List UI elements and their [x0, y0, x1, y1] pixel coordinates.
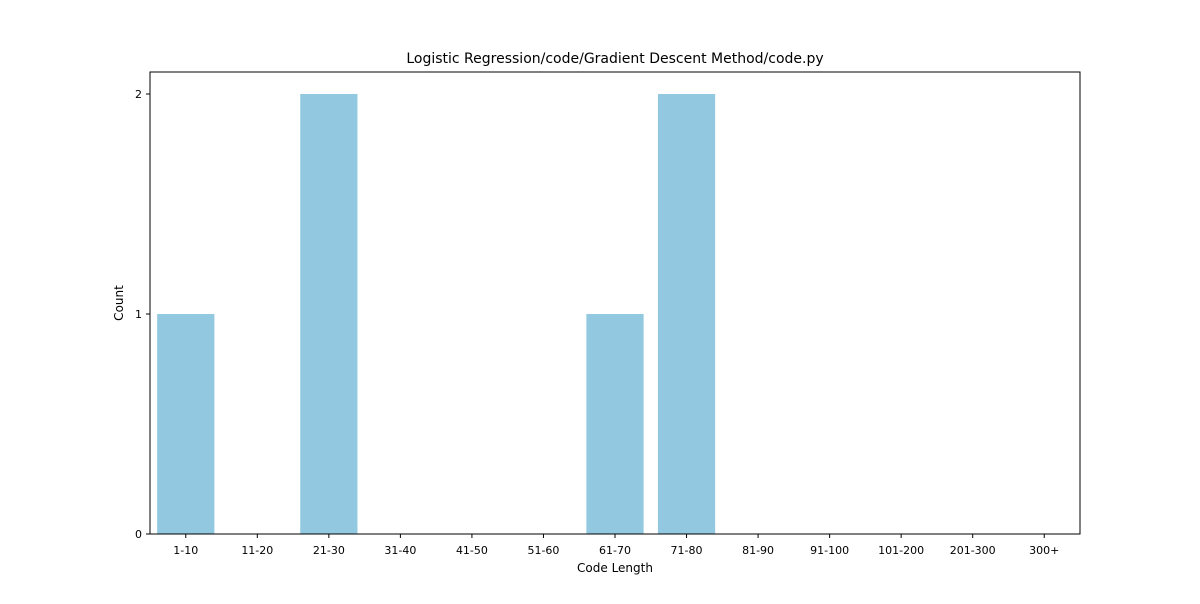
y-tick-label: 2	[135, 88, 142, 101]
x-tick-label: 21-30	[313, 544, 345, 557]
x-tick-label: 51-60	[527, 544, 559, 557]
y-axis-ticks: 0 1 2	[135, 88, 150, 541]
y-axis-label: Count	[112, 285, 126, 321]
bar-21-30	[300, 94, 358, 534]
x-tick-label: 81-90	[742, 544, 774, 557]
x-axis-label: Code Length	[577, 561, 653, 575]
bar-61-70	[586, 314, 644, 534]
x-tick-label: 41-50	[456, 544, 488, 557]
x-tick-label: 1-10	[173, 544, 198, 557]
y-tick-label: 1	[135, 308, 142, 321]
y-tick-label: 0	[135, 528, 142, 541]
bar-1-10	[157, 314, 215, 534]
x-tick-label: 11-20	[241, 544, 273, 557]
bar-71-80	[657, 94, 716, 534]
bars-layer	[157, 94, 716, 534]
x-tick-label: 300+	[1029, 544, 1059, 557]
x-axis-ticks: 1-10 11-20 21-30 31-40 41-50 51-60 61-70 71-80 8…	[173, 534, 1059, 557]
x-tick-label: 71-80	[671, 544, 703, 557]
x-tick-label: 61-70	[599, 544, 631, 557]
chart-title: Logistic Regression/code/Gradient Descen…	[406, 51, 823, 67]
x-tick-label: 91-100	[810, 544, 849, 557]
x-tick-label: 31-40	[384, 544, 416, 557]
x-tick-label: 201-300	[950, 544, 996, 557]
x-tick-label: 101-200	[878, 544, 924, 557]
